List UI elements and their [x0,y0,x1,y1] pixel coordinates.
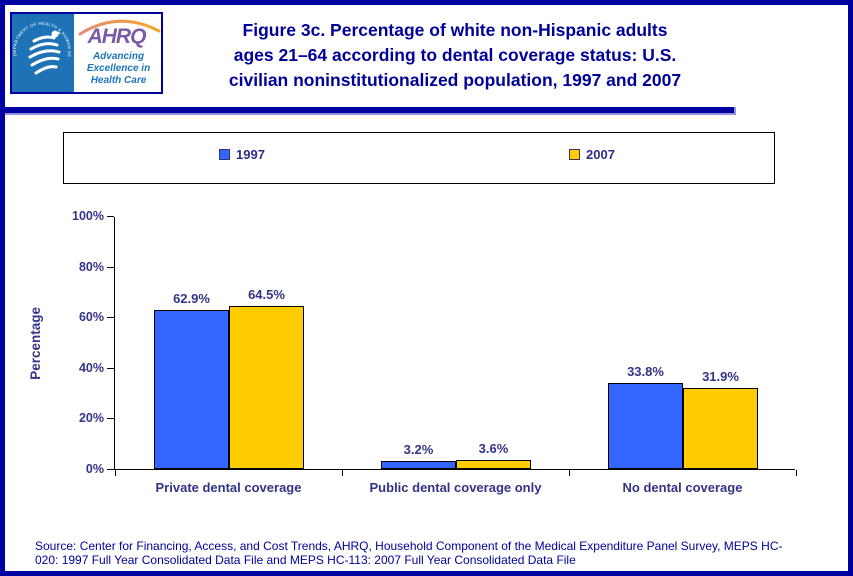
bar-value-label-2007-public-dental-coverage-only: 3.6% [478,441,509,456]
category-label-private-dental-coverage: Private dental coverage [155,480,302,495]
bar-value-label-2007-private-dental-coverage: 64.5% [248,287,285,302]
y-axis-tick [107,216,114,217]
figure-title-line: Figure 3c. Percentage of white non-Hispa… [242,20,668,40]
bar-2007-private-dental-coverage [229,306,304,469]
category-slot-private-dental-coverage: 62.9% 64.5% Private dental coverage [115,217,342,495]
y-axis-title: Percentage [24,217,46,470]
y-axis-tick-label: 0% [85,462,104,476]
legend-label-1997: 1997 [236,147,265,162]
y-axis-title-text: Percentage [27,307,43,380]
y-axis-tick [107,469,114,470]
y-axis-tick-label: 60% [78,310,104,325]
y-axis-tick-label: 40% [78,360,104,375]
bar-value-label-1997-public-dental-coverage-only: 3.2% [403,442,434,457]
y-axis-tick [107,317,114,319]
x-axis-tick [796,470,797,476]
figure-title-line: ages 21–64 according to dental coverage … [233,45,677,65]
hhs-eagle-icon: DEPARTMENT OF HEALTH & HUMAN SERVICES • … [12,14,72,92]
legend-item-2007: 2007 [569,147,615,162]
header-divider-bar [0,107,736,115]
x-axis-tick [569,470,570,476]
category-slot-no-dental-coverage: 33.8% 31.9% No dental coverage [569,217,796,495]
bar-value-label-1997-no-dental-coverage: 33.8% [627,364,664,379]
x-axis-tick [342,470,343,476]
category-label-no-dental-coverage: No dental coverage [622,480,743,495]
hhs-seal-panel: DEPARTMENT OF HEALTH & HUMAN SERVICES • … [12,14,74,92]
y-axis-tick [107,266,114,268]
bar-1997-private-dental-coverage [154,310,229,469]
source-note: Source: Center for Financing, Access, an… [35,539,835,567]
ahrq-tagline-line: Excellence in [86,63,151,74]
bar-value-label-1997-private-dental-coverage: 62.9% [173,291,210,306]
chart-legend: 1997 2007 [63,132,775,184]
ahrq-logo-panel: AHRQ Advancing Excellence in Health Care [74,14,161,92]
ahrq-tagline-line: Advancing [92,51,145,62]
figure-title-line: civilian noninstitutionalized population… [228,70,682,90]
ahrq-arc-icon [78,19,161,36]
y-axis-tick [107,418,114,420]
legend-label-2007: 2007 [586,147,615,162]
ahrq-tagline: Advancing Excellence in Health Care [76,51,161,87]
y-axis-tick-label: 20% [78,411,104,426]
figure-title: Figure 3c. Percentage of white non-Hispa… [168,18,742,93]
y-axis-tick-label: 80% [78,259,104,274]
bar-1997-public-dental-coverage-only [381,461,456,469]
bar-value-label-2007-no-dental-coverage: 31.9% [702,369,739,384]
legend-swatch-2007 [569,149,580,160]
legend-item-1997: 1997 [219,147,265,162]
x-axis-tick [115,470,116,476]
ahrq-tagline-line: Health Care [90,75,147,86]
category-slot-public-dental-coverage-only: 3.2% 3.6% Public dental coverage only [342,217,569,495]
bar-2007-public-dental-coverage-only [456,460,531,469]
bar-2007-no-dental-coverage [683,388,758,469]
source-note-line: 020: 1997 Full Year Consolidated Data Fi… [35,553,576,567]
category-label-public-dental-coverage-only: Public dental coverage only [369,480,542,495]
legend-swatch-1997 [219,149,230,160]
y-axis-tick [107,367,114,369]
plot-area: 0% 20% 40% 60% 80% 100% 62.9% 64.5% Private dent… [72,209,797,495]
y-axis-tick-label: 100% [72,209,104,223]
ahrq-wordmark: AHRQ [87,25,147,48]
source-note-line: Source: Center for Financing, Access, an… [35,539,783,553]
ahrq-hhs-logo: DEPARTMENT OF HEALTH & HUMAN SERVICES • … [10,12,163,94]
bar-1997-no-dental-coverage [608,383,683,469]
